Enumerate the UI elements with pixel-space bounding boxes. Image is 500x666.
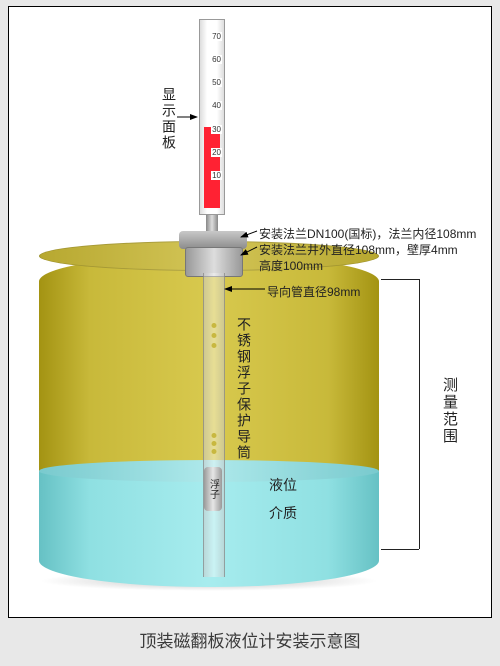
tick: 50: [211, 78, 222, 87]
display-fill: [204, 127, 220, 208]
caption: 顶装磁翻板液位计安装示意图: [0, 627, 500, 652]
guide-diameter-label: 导向管直径98mm: [267, 283, 360, 300]
tick: 70: [211, 32, 222, 41]
flange-label-3: 高度100mm: [259, 257, 323, 274]
protect-tube-label: 不锈钢浮子保护导筒: [234, 317, 254, 461]
float-label: 浮子: [206, 479, 221, 499]
float-dot: [212, 441, 217, 446]
flange-label-1: 安装法兰DN100(国标)，法兰内径108mm: [259, 225, 476, 242]
float-dot: [212, 433, 217, 438]
tick: 10: [211, 171, 222, 180]
float-dot: [212, 449, 217, 454]
range-cap-top: [381, 279, 419, 280]
flange-label-2: 安装法兰井外直径108mm，壁厚4mm: [259, 241, 458, 258]
float: 浮子: [204, 467, 222, 511]
tick: 20: [211, 148, 222, 157]
float-dot: [212, 333, 217, 338]
range-line: [419, 279, 420, 549]
liquid-label: 液位: [269, 475, 297, 495]
tick: 30: [211, 125, 222, 134]
medium-label: 介质: [269, 503, 297, 523]
float-dot: [212, 343, 217, 348]
float-dot: [212, 323, 217, 328]
diagram-frame: 70 60 50 40 30 20 10 浮子 显示面板 不锈钢浮子保护导筒 测…: [8, 6, 492, 618]
tick: 40: [211, 101, 222, 110]
range-cap-bot: [381, 549, 419, 550]
display-panel: 70 60 50 40 30 20 10: [199, 19, 225, 215]
display-panel-label: 显示面板: [159, 87, 179, 151]
guide-tube: [203, 273, 225, 577]
range-label: 测量范围: [439, 377, 460, 445]
tick: 60: [211, 55, 222, 64]
